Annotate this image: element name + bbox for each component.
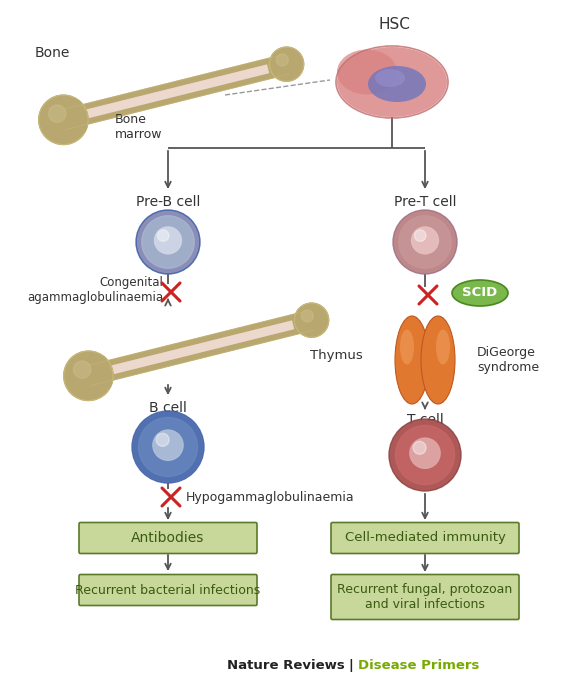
Polygon shape xyxy=(81,65,269,120)
Text: Antibodies: Antibodies xyxy=(132,531,205,545)
Circle shape xyxy=(134,413,202,481)
Text: Congenital
agammaglobulinaemia: Congenital agammaglobulinaemia xyxy=(27,276,163,304)
Text: Bone: Bone xyxy=(35,46,70,60)
Circle shape xyxy=(97,375,111,389)
Circle shape xyxy=(142,215,194,268)
Circle shape xyxy=(137,211,198,272)
Ellipse shape xyxy=(400,329,414,364)
FancyBboxPatch shape xyxy=(79,523,257,553)
Ellipse shape xyxy=(395,316,429,404)
Circle shape xyxy=(301,310,313,322)
Text: B cell: B cell xyxy=(149,401,187,415)
Circle shape xyxy=(391,420,459,489)
Circle shape xyxy=(414,230,426,241)
FancyBboxPatch shape xyxy=(331,575,519,619)
Circle shape xyxy=(136,210,200,274)
Circle shape xyxy=(139,418,197,477)
Circle shape xyxy=(39,95,88,145)
Circle shape xyxy=(132,411,204,483)
Circle shape xyxy=(410,438,440,468)
Text: Pre-B cell: Pre-B cell xyxy=(136,195,200,209)
Circle shape xyxy=(411,227,438,254)
Ellipse shape xyxy=(436,329,450,364)
Circle shape xyxy=(153,430,183,460)
Ellipse shape xyxy=(337,49,397,95)
Text: Thymus: Thymus xyxy=(310,348,363,361)
Text: Pre-T cell: Pre-T cell xyxy=(394,195,456,209)
Polygon shape xyxy=(106,320,294,376)
FancyBboxPatch shape xyxy=(79,575,257,605)
Ellipse shape xyxy=(452,280,508,306)
Text: Bone
marrow: Bone marrow xyxy=(115,113,162,141)
Circle shape xyxy=(396,425,455,484)
Text: HSC: HSC xyxy=(378,17,410,32)
Polygon shape xyxy=(61,54,289,130)
Text: Recurrent fungal, protozoan
and viral infections: Recurrent fungal, protozoan and viral in… xyxy=(338,583,513,611)
Ellipse shape xyxy=(421,316,455,404)
Circle shape xyxy=(399,215,451,268)
Circle shape xyxy=(73,361,91,378)
Circle shape xyxy=(155,227,182,254)
Text: Recurrent bacterial infections: Recurrent bacterial infections xyxy=(76,584,261,596)
Circle shape xyxy=(395,211,455,272)
Circle shape xyxy=(67,99,81,115)
Circle shape xyxy=(276,54,288,66)
Circle shape xyxy=(294,303,329,337)
Circle shape xyxy=(92,356,107,370)
Circle shape xyxy=(269,47,304,81)
Circle shape xyxy=(389,419,461,491)
Text: Hypogammaglobulinaemia: Hypogammaglobulinaemia xyxy=(186,491,354,503)
FancyBboxPatch shape xyxy=(331,523,519,553)
Circle shape xyxy=(393,210,457,274)
Text: |: | xyxy=(348,659,353,672)
Text: Cell-mediated immunity: Cell-mediated immunity xyxy=(345,532,505,544)
Circle shape xyxy=(413,441,426,455)
Ellipse shape xyxy=(368,66,426,102)
Text: Nature Reviews: Nature Reviews xyxy=(227,659,345,672)
Ellipse shape xyxy=(375,69,405,87)
Circle shape xyxy=(156,433,169,446)
Circle shape xyxy=(72,119,86,133)
Polygon shape xyxy=(86,310,314,386)
Circle shape xyxy=(63,351,113,400)
Ellipse shape xyxy=(337,47,447,117)
Text: DiGeorge
syndrome: DiGeorge syndrome xyxy=(477,346,539,374)
Circle shape xyxy=(158,230,169,241)
Text: SCID: SCID xyxy=(462,286,498,300)
Circle shape xyxy=(48,105,66,122)
Text: Disease Primers: Disease Primers xyxy=(358,659,480,672)
Text: T cell: T cell xyxy=(407,413,443,427)
